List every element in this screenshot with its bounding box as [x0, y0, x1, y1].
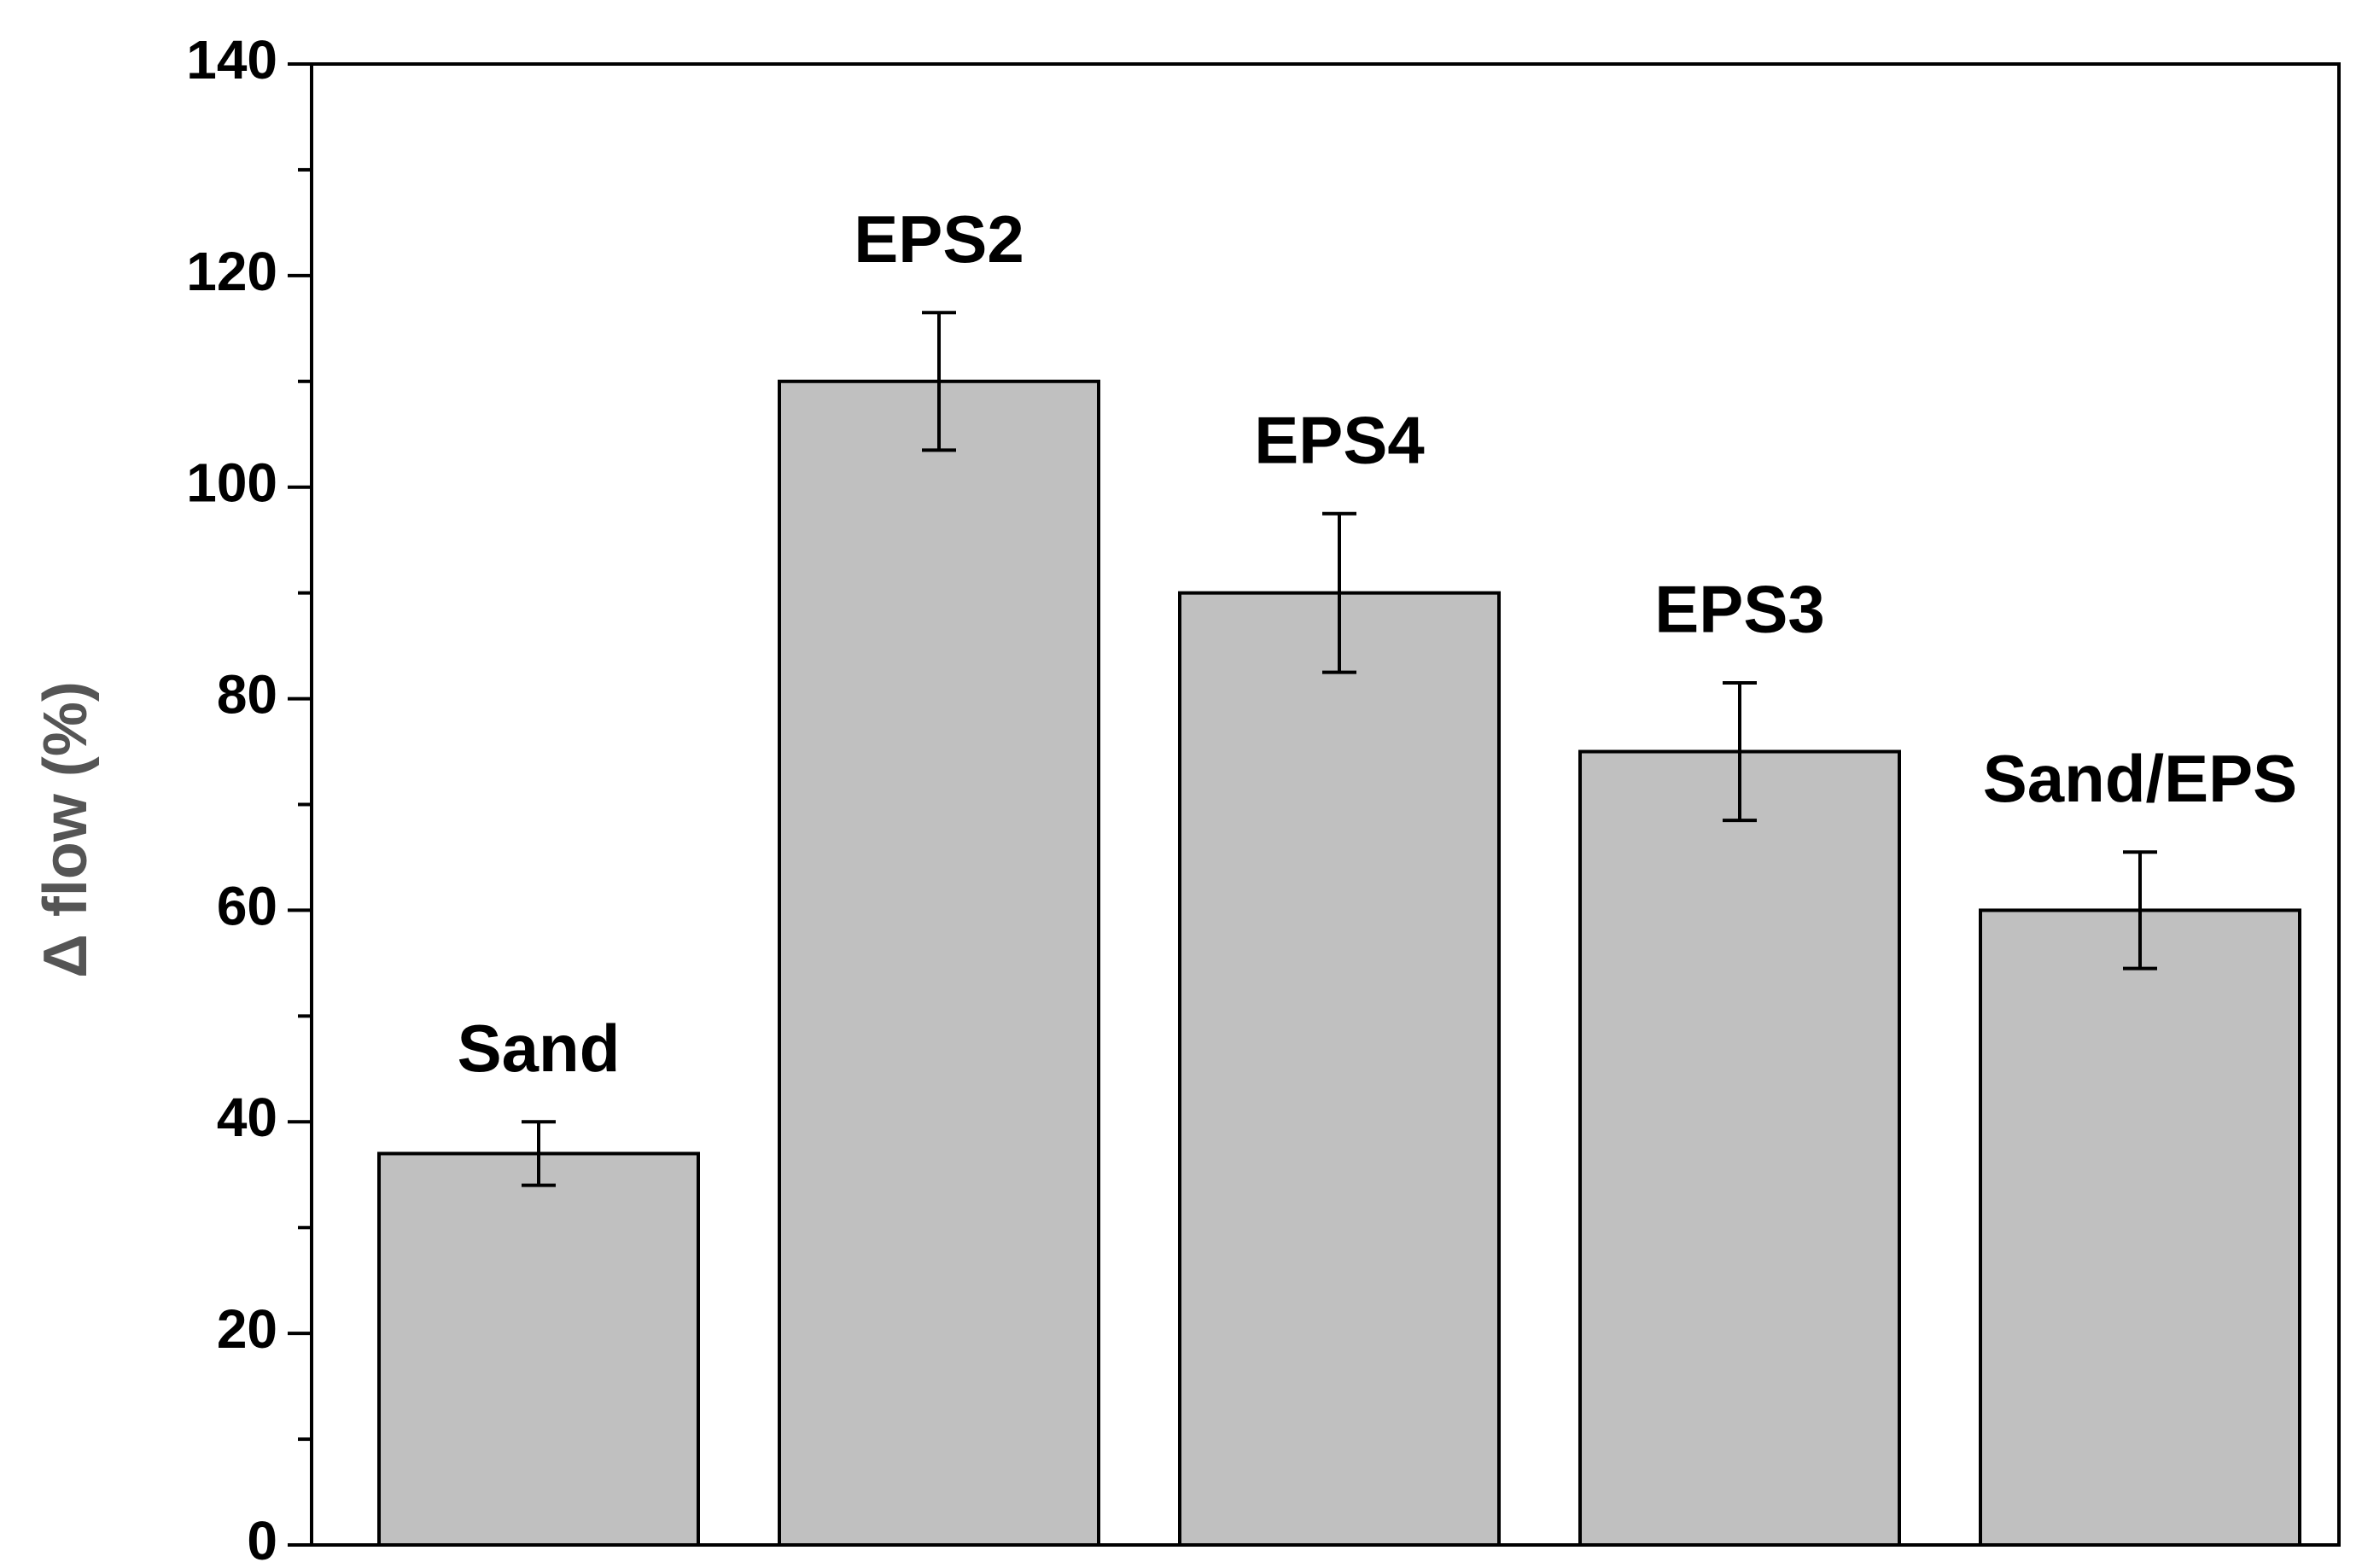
y-tick-label: 0 [247, 1510, 277, 1568]
category-label: EPS3 [1654, 572, 1824, 647]
plot-frame [310, 62, 2341, 1547]
y-tick-label: 60 [217, 875, 277, 936]
bar [1578, 749, 1901, 1547]
error-bar [922, 311, 956, 452]
bar [1178, 591, 1501, 1548]
bar [778, 379, 1100, 1547]
category-label: Sand [458, 1011, 621, 1086]
category-label: Sand/EPS [1983, 741, 2297, 816]
error-bar [1322, 511, 1356, 674]
y-tick-label: 100 [186, 452, 277, 514]
error-bar [1723, 680, 1757, 823]
y-tick-label: 120 [186, 241, 277, 302]
y-tick-label: 140 [186, 29, 277, 90]
bar [377, 1151, 700, 1547]
category-label: EPS2 [854, 201, 1024, 277]
y-tick-label: 40 [217, 1087, 277, 1148]
y-tick-label: 80 [217, 663, 277, 725]
bar [1979, 908, 2301, 1547]
y-axis-label: Δ flow (%) [32, 681, 100, 978]
category-label: EPS4 [1254, 402, 1424, 477]
error-bar [522, 1120, 556, 1187]
y-tick-label: 20 [217, 1298, 277, 1360]
error-bar [2123, 850, 2157, 971]
